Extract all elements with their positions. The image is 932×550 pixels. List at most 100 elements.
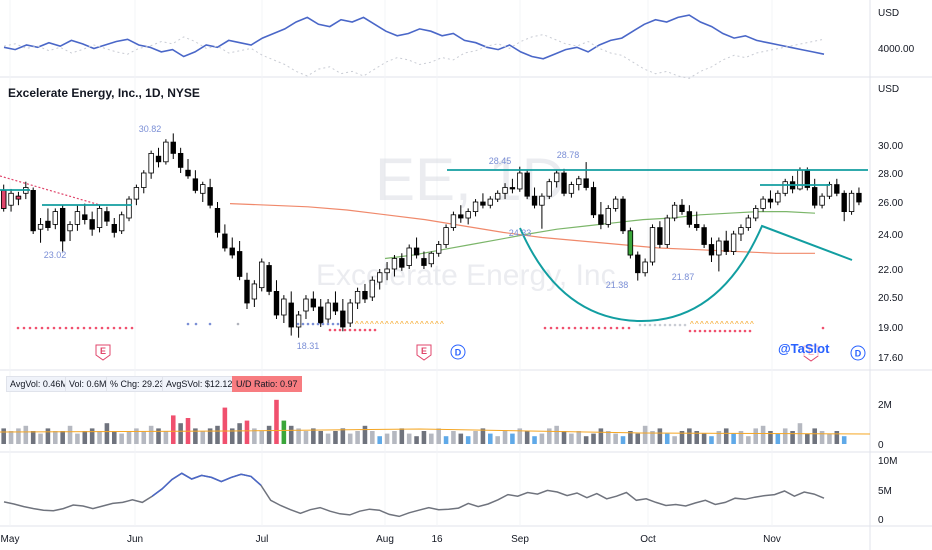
candle-body xyxy=(82,214,88,221)
signal-dot xyxy=(713,329,717,333)
candle-body xyxy=(288,302,294,328)
volume-bar xyxy=(274,399,279,444)
candle-body xyxy=(236,251,243,277)
candle-body xyxy=(192,178,199,191)
signal-dot xyxy=(16,326,20,330)
volume-bar xyxy=(443,436,449,444)
volume-bar xyxy=(229,428,235,444)
signal-caret: ^ xyxy=(365,320,369,329)
volume-bar xyxy=(613,433,618,444)
price-annotation: 30.82 xyxy=(139,124,162,134)
volume-bar xyxy=(429,433,434,444)
signal-dot xyxy=(643,323,647,327)
signal-dot xyxy=(358,328,362,332)
y-tick-price: 17.60 xyxy=(878,353,903,364)
candle-body xyxy=(642,261,648,274)
y-tick-price: 20.50 xyxy=(878,293,903,304)
volume-bar xyxy=(657,428,663,444)
candle-body xyxy=(251,283,258,300)
signal-dot xyxy=(82,326,86,330)
volume-bar xyxy=(53,431,58,444)
volume-bar xyxy=(355,431,360,444)
signal-dot xyxy=(353,328,357,332)
signal-caret: ^ xyxy=(400,320,404,329)
candle-body xyxy=(362,290,368,300)
candle-body xyxy=(118,214,125,232)
candle-highlight xyxy=(15,195,22,200)
candle-body xyxy=(679,204,685,212)
volume-bar xyxy=(827,433,832,444)
candle-body xyxy=(546,181,552,197)
signal-caret: ^ xyxy=(370,320,374,329)
candle-body xyxy=(207,187,213,206)
signal-caret: ^ xyxy=(730,320,734,329)
volume-bar xyxy=(170,415,176,444)
candle-body xyxy=(295,314,302,328)
candle-body xyxy=(303,298,309,312)
signal-dot xyxy=(316,322,320,326)
symbol-title: Excelerate Energy, Inc., 1D, NYSE xyxy=(8,86,200,100)
volume-bar xyxy=(591,433,596,444)
signal-dot xyxy=(331,322,335,326)
candle-body xyxy=(413,247,420,256)
signal-dot xyxy=(567,326,571,330)
vol-stat: Vol: 0.6M xyxy=(65,376,111,392)
signal-dot xyxy=(76,326,80,330)
signal-dot xyxy=(52,326,56,330)
volume-bar xyxy=(502,431,508,444)
x-tick-label: Nov xyxy=(763,534,781,545)
volume-bar xyxy=(1,428,6,444)
volume-bar xyxy=(488,433,493,444)
signal-dot xyxy=(124,326,128,330)
volume-bar xyxy=(687,428,692,444)
candle-body xyxy=(694,223,700,228)
candle-body xyxy=(332,302,339,312)
signal-dot xyxy=(621,326,625,330)
signal-dot xyxy=(738,329,742,333)
volume-bar xyxy=(347,433,353,444)
signal-caret: ^ xyxy=(395,320,399,329)
volume-bar xyxy=(620,436,626,444)
volume-bar xyxy=(119,433,124,444)
signal-dot xyxy=(718,329,722,333)
volume-bar xyxy=(414,436,419,444)
signal-dot xyxy=(22,326,26,330)
candle-body xyxy=(406,247,412,266)
signal-caret: ^ xyxy=(355,320,359,329)
candle-body xyxy=(325,302,331,320)
candle-body xyxy=(170,141,176,154)
candle-body xyxy=(590,187,597,216)
signal-dot xyxy=(561,326,565,330)
signal-dot xyxy=(326,322,330,326)
candle-body xyxy=(399,258,405,268)
candle-body xyxy=(229,247,235,256)
candle-body xyxy=(177,152,184,168)
signal-dot xyxy=(543,326,547,330)
signal-caret: ^ xyxy=(420,320,424,329)
volume-bar xyxy=(362,425,368,444)
candle-body xyxy=(391,258,398,270)
candle-body xyxy=(141,172,147,188)
candle-highlight xyxy=(1,189,7,209)
signal-dot xyxy=(549,326,553,330)
volume-average-line xyxy=(0,428,871,435)
volume-bar xyxy=(782,428,788,444)
volume-bar xyxy=(30,431,36,444)
y-tick-indicator: 10M xyxy=(878,456,897,467)
candle-body xyxy=(671,204,678,219)
candle-body xyxy=(148,152,154,174)
volume-bar xyxy=(325,433,331,444)
volume-bar xyxy=(546,428,552,444)
candle-body xyxy=(509,187,516,190)
volume-bar xyxy=(598,428,604,444)
candle-body xyxy=(561,172,567,194)
signal-dot xyxy=(733,329,737,333)
candle-body xyxy=(52,211,58,225)
volume-bar xyxy=(517,428,523,444)
signal-caret: ^ xyxy=(720,320,724,329)
volume-bar xyxy=(561,431,567,444)
volume-bar xyxy=(281,420,287,444)
signal-dot xyxy=(100,326,104,330)
candle-body xyxy=(686,211,693,225)
volume-bar xyxy=(148,425,154,444)
